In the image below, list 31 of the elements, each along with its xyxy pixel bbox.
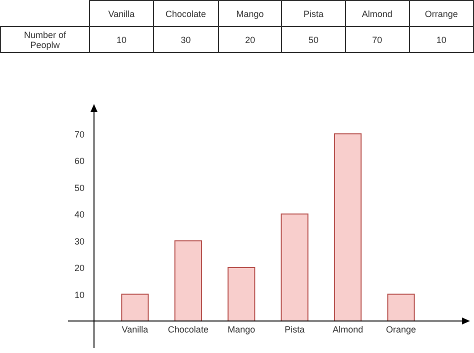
text: Mango [218, 0, 282, 26]
y-tick-label: 20 [74, 263, 84, 273]
y-tick-label: 70 [74, 129, 84, 140]
y-tick-label: 30 [74, 236, 84, 246]
text: 50 [282, 26, 346, 52]
bar [174, 240, 202, 322]
text: Vanilla [90, 0, 154, 26]
y-tick-label: 40 [74, 210, 84, 220]
text: 20 [218, 26, 282, 52]
text: Almond [345, 0, 410, 26]
text: Chocolate [153, 0, 218, 26]
bar [280, 214, 308, 322]
x-tick-label: Vanilla [122, 324, 148, 334]
y-tick-label: 50 [74, 182, 84, 193]
x-tick-label: Pista [284, 324, 305, 334]
text: 30 [153, 26, 218, 52]
text: 10 [409, 26, 474, 52]
text: Pista [282, 0, 346, 26]
x-tick-label: Orange [386, 324, 416, 334]
bar [334, 133, 362, 322]
text: Orrange [409, 0, 474, 26]
bar [387, 294, 415, 322]
x-tick-label: Almond [332, 324, 364, 334]
text: 70 [345, 26, 410, 52]
y-tick-label: 60 [74, 156, 84, 166]
bar [121, 294, 149, 322]
bar [228, 267, 256, 322]
text: Number of Peoplw [0, 26, 90, 52]
y-tick-label: 10 [74, 290, 84, 300]
x-tick-label: Chocolate [168, 324, 208, 334]
x-tick-label: Mango [228, 324, 256, 334]
